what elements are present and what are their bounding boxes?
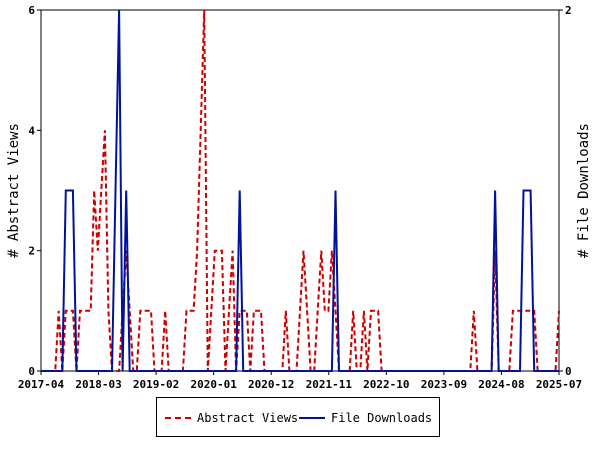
y-right-tick-label: 2 [565,4,572,17]
legend-label-abstract-views: Abstract Views [197,411,299,425]
y-right-tick-label: 0 [565,365,572,378]
legend-label-file-downloads: File Downloads [331,411,433,425]
legend: Abstract Views File Downloads [156,397,440,437]
legend-item-abstract-views: Abstract Views [165,410,298,426]
x-tick-label: 2020-12 [248,378,294,391]
y-left-tick-label: 0 [28,365,35,378]
y-left-tick-label: 4 [28,124,35,137]
x-tick-label: 2020-01 [190,378,237,391]
legend-item-file-downloads: File Downloads [299,410,432,426]
y-axis-left: 0 2 4 6 [28,4,41,378]
y-left-tick-label: 6 [28,4,35,17]
series-line-file-downloads [41,9,559,372]
x-tick-label: 2018-03 [75,378,121,391]
y-axis-right: 02 [559,4,572,378]
x-tick-label: 2022-10 [363,378,409,391]
y-left-tick-label: 2 [28,245,35,258]
x-tick-label: 2024-08 [478,378,524,391]
x-tick-label: 2021-11 [306,378,353,391]
y-axis-left-title: # Abstract Views [6,123,22,258]
x-tick-label: 2019-02 [133,378,179,391]
x-tick-label: 2023-09 [421,378,467,391]
y-axis-right-title: # File Downloads [576,123,592,258]
x-axis: 2017-04 2018-03 2019-02 2020-01 2020-12 2021-… [18,371,582,391]
legend-swatch-file-downloads [299,417,325,419]
x-tick-label: 2017-04 [18,378,65,391]
legend-swatch-abstract-views [165,417,191,419]
x-tick-label: 2025-07 [536,378,582,391]
series-line-abstract-views [41,9,560,372]
series-layer [41,9,560,372]
